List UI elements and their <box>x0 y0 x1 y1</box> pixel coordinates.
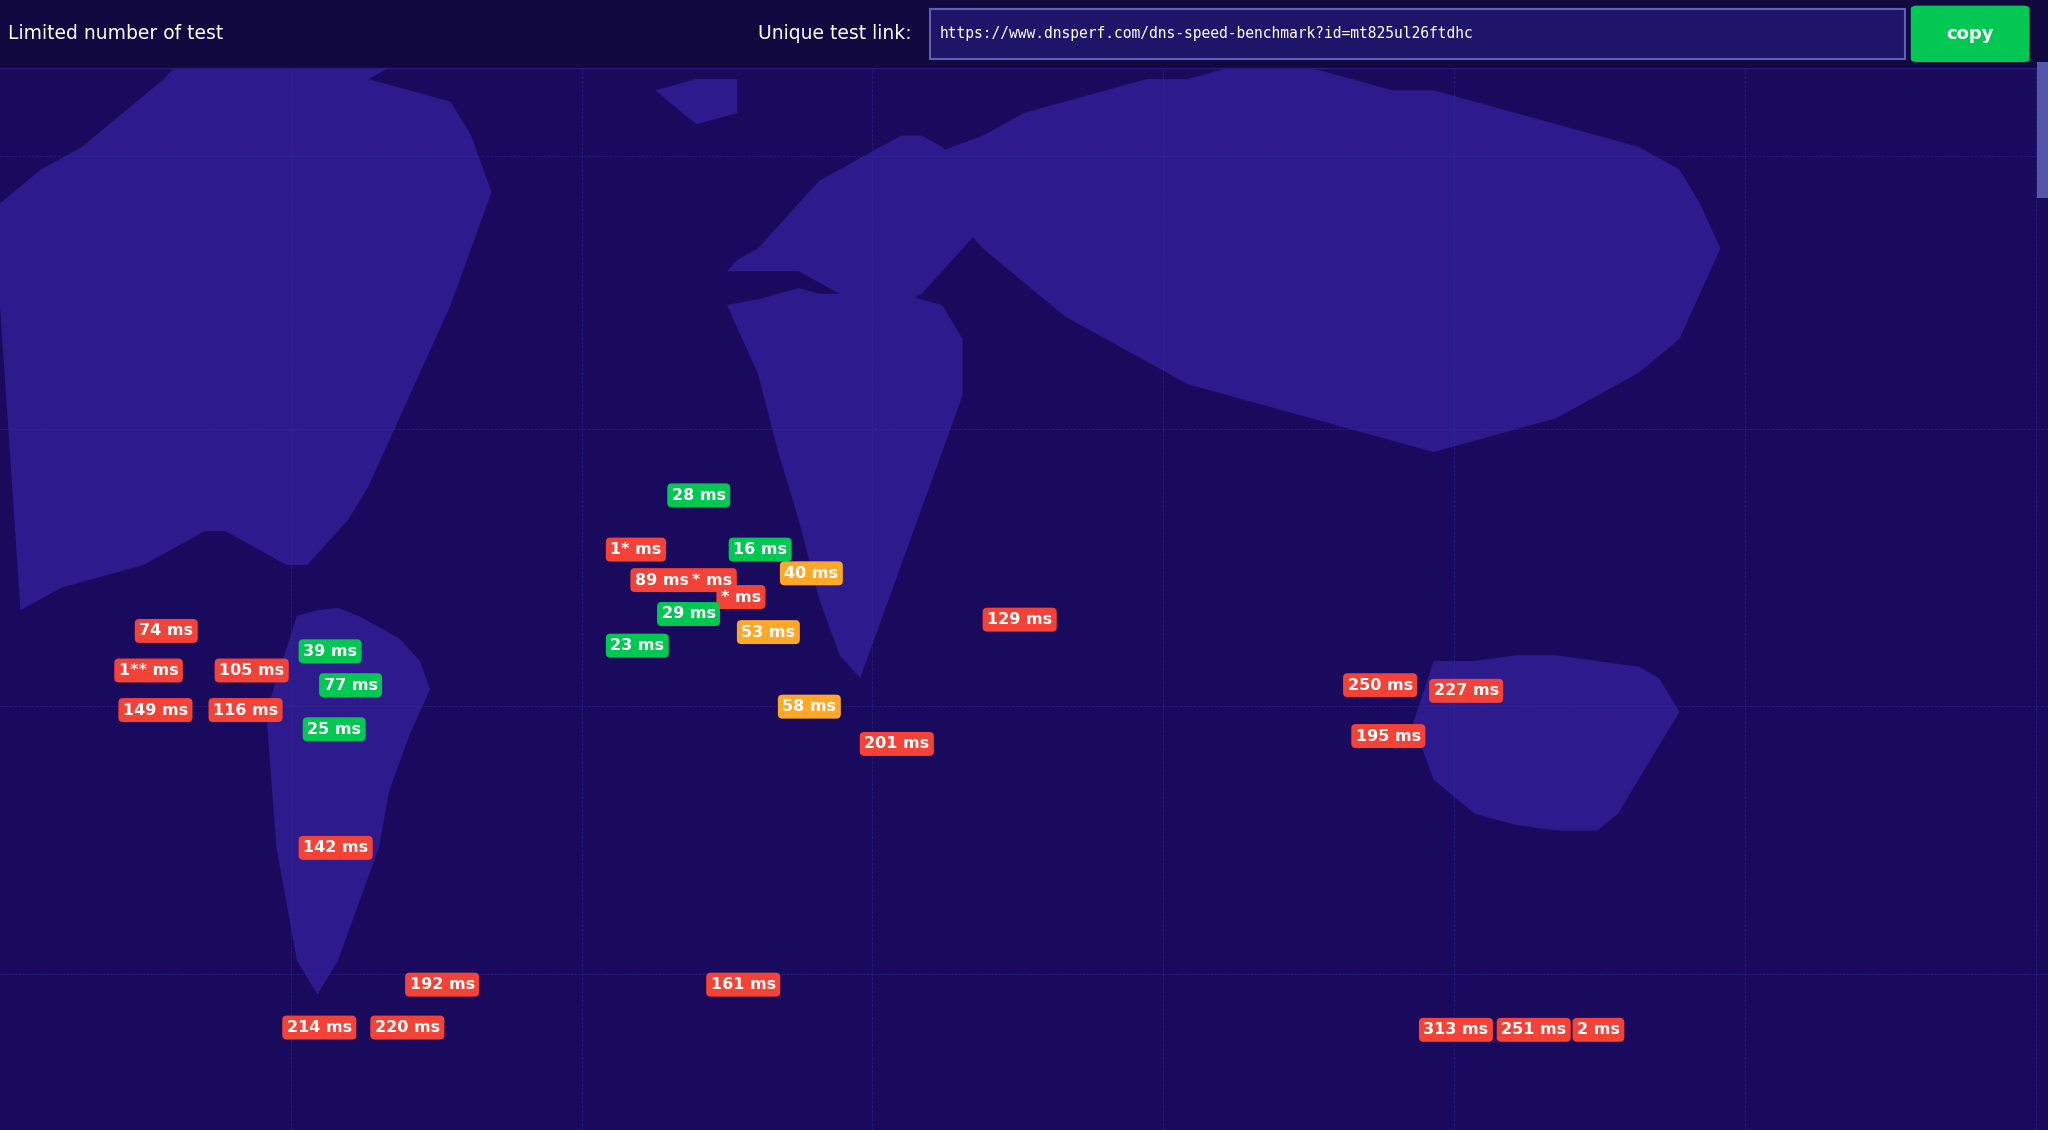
Polygon shape <box>727 288 963 678</box>
Text: 220 ms: 220 ms <box>375 1020 440 1035</box>
Text: 28 ms: 28 ms <box>672 488 725 503</box>
Text: 105 ms: 105 ms <box>219 663 285 678</box>
Polygon shape <box>655 79 737 124</box>
Text: 89 ms: 89 ms <box>635 573 688 588</box>
Text: 195 ms: 195 ms <box>1356 729 1421 744</box>
Polygon shape <box>246 0 410 79</box>
Text: 142 ms: 142 ms <box>303 841 369 855</box>
Text: 74 ms: 74 ms <box>139 624 193 638</box>
Text: 129 ms: 129 ms <box>987 612 1053 627</box>
FancyBboxPatch shape <box>2036 62 2048 198</box>
Text: 39 ms: 39 ms <box>303 644 356 659</box>
Polygon shape <box>266 608 430 994</box>
FancyBboxPatch shape <box>930 9 1905 59</box>
Text: * ms: * ms <box>721 590 762 605</box>
Polygon shape <box>727 136 983 316</box>
Text: 2 ms: 2 ms <box>1577 1023 1620 1037</box>
FancyBboxPatch shape <box>0 0 2048 68</box>
Text: 250 ms: 250 ms <box>1348 678 1413 693</box>
Polygon shape <box>0 34 492 610</box>
Text: 29 ms: 29 ms <box>662 607 715 622</box>
Text: https://www.dnsperf.com/dns-speed-benchmark?id=mt825ul26ftdhc: https://www.dnsperf.com/dns-speed-benchm… <box>940 26 1475 42</box>
Text: 313 ms: 313 ms <box>1423 1023 1489 1037</box>
Text: copy: copy <box>1946 25 1995 43</box>
Text: 1* ms: 1* ms <box>610 542 662 557</box>
Polygon shape <box>1413 655 1679 831</box>
Text: 149 ms: 149 ms <box>123 703 188 718</box>
Text: 161 ms: 161 ms <box>711 977 776 992</box>
Text: 23 ms: 23 ms <box>610 638 664 653</box>
Text: 116 ms: 116 ms <box>213 703 279 718</box>
Text: 1** ms: 1** ms <box>119 663 178 678</box>
Text: 25 ms: 25 ms <box>307 722 360 737</box>
Text: 77 ms: 77 ms <box>324 678 377 693</box>
Text: Limited number of test: Limited number of test <box>8 25 223 43</box>
Text: * ms: * ms <box>692 573 733 588</box>
Text: 227 ms: 227 ms <box>1434 684 1499 698</box>
Text: 40 ms: 40 ms <box>784 566 838 581</box>
Text: 16 ms: 16 ms <box>733 542 786 557</box>
Text: 201 ms: 201 ms <box>864 737 930 751</box>
Text: 214 ms: 214 ms <box>287 1020 352 1035</box>
Text: 53 ms: 53 ms <box>741 625 795 640</box>
Text: Unique test link:: Unique test link: <box>758 25 911 43</box>
FancyBboxPatch shape <box>1911 6 2030 62</box>
Text: 192 ms: 192 ms <box>410 977 475 992</box>
Text: 58 ms: 58 ms <box>782 699 836 714</box>
Polygon shape <box>922 68 1720 452</box>
Text: 251 ms: 251 ms <box>1501 1023 1567 1037</box>
